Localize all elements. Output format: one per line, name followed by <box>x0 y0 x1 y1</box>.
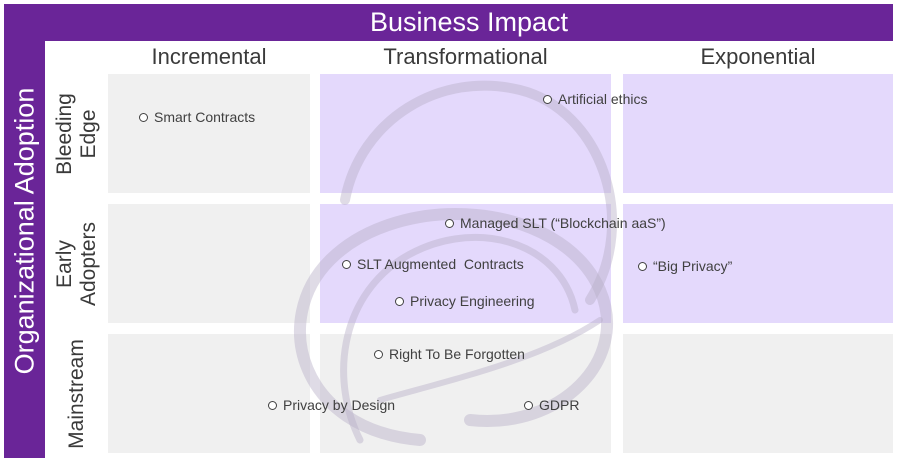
cell-mainstream-incremental <box>108 334 310 453</box>
cell-mainstream-exponential <box>623 334 893 453</box>
bullet-icon <box>524 400 533 410</box>
column-header-incremental: Incremental <box>151 44 267 69</box>
item-label: Privacy Engineering <box>410 293 535 309</box>
row-header-bleeding-edge-label: Bleeding Edge <box>53 92 100 175</box>
item-label: Privacy by Design <box>283 397 396 413</box>
bullet-icon <box>374 349 383 359</box>
cell-bleeding-transformational <box>320 74 611 193</box>
row-header-bleeding-edge: Bleeding Edge <box>47 74 107 193</box>
cell-mainstream-transformational <box>320 334 611 453</box>
item-gdpr: GDPR <box>524 397 579 413</box>
bullet-icon <box>139 112 148 122</box>
row-header-early-adopters: Early Adopters <box>47 204 107 323</box>
item-label: Managed SLT (“Blockchain aaS”) <box>460 215 666 231</box>
bullet-icon <box>445 218 454 228</box>
item-label: Right To Be Forgotten <box>389 346 525 362</box>
row-header-mainstream-label: Mainstream <box>65 338 88 449</box>
bullet-icon <box>395 296 404 306</box>
row-header-early-adopters-label: Early Adopters <box>53 221 100 306</box>
item-privacy-engineering: Privacy Engineering <box>395 293 535 309</box>
item-label: Smart Contracts <box>154 109 256 125</box>
item-label: SLT Augmented Contracts <box>357 256 524 272</box>
row-header-mainstream: Mainstream <box>47 334 107 453</box>
column-header-exponential: Exponential <box>700 44 816 69</box>
bullet-icon <box>268 400 277 410</box>
cell-early-incremental <box>108 204 310 323</box>
item-artificial-ethics: Artificial ethics <box>543 91 647 107</box>
item-slt-augmented-contracts: SLT Augmented Contracts <box>342 256 524 272</box>
column-header-transformational: Transformational <box>383 44 548 69</box>
business-impact-title: Business Impact <box>369 7 569 37</box>
bullet-icon <box>638 261 647 271</box>
business-impact-header: Business Impact <box>45 4 893 41</box>
cell-bleeding-exponential <box>623 74 893 193</box>
bullet-icon <box>342 259 351 269</box>
organizational-adoption-header: Organizational Adoption <box>4 4 45 458</box>
cell-bleeding-incremental <box>108 74 310 193</box>
item-label: “Big Privacy” <box>653 258 733 274</box>
item-label: Artificial ethics <box>558 91 648 107</box>
bullet-icon <box>543 94 552 104</box>
item-right-to-be-forgotten: Right To Be Forgotten <box>374 346 525 362</box>
cell-early-exponential <box>623 204 893 323</box>
item-managed-slt: Managed SLT (“Blockchain aaS”) <box>445 215 666 231</box>
item-big-privacy: “Big Privacy” <box>638 258 732 274</box>
item-smart-contracts: Smart Contracts <box>139 109 255 125</box>
item-label: GDPR <box>539 397 580 413</box>
item-privacy-by-design: Privacy by Design <box>268 397 395 413</box>
cell-early-transformational <box>320 204 611 323</box>
organizational-adoption-title: Organizational Adoption <box>9 87 39 375</box>
